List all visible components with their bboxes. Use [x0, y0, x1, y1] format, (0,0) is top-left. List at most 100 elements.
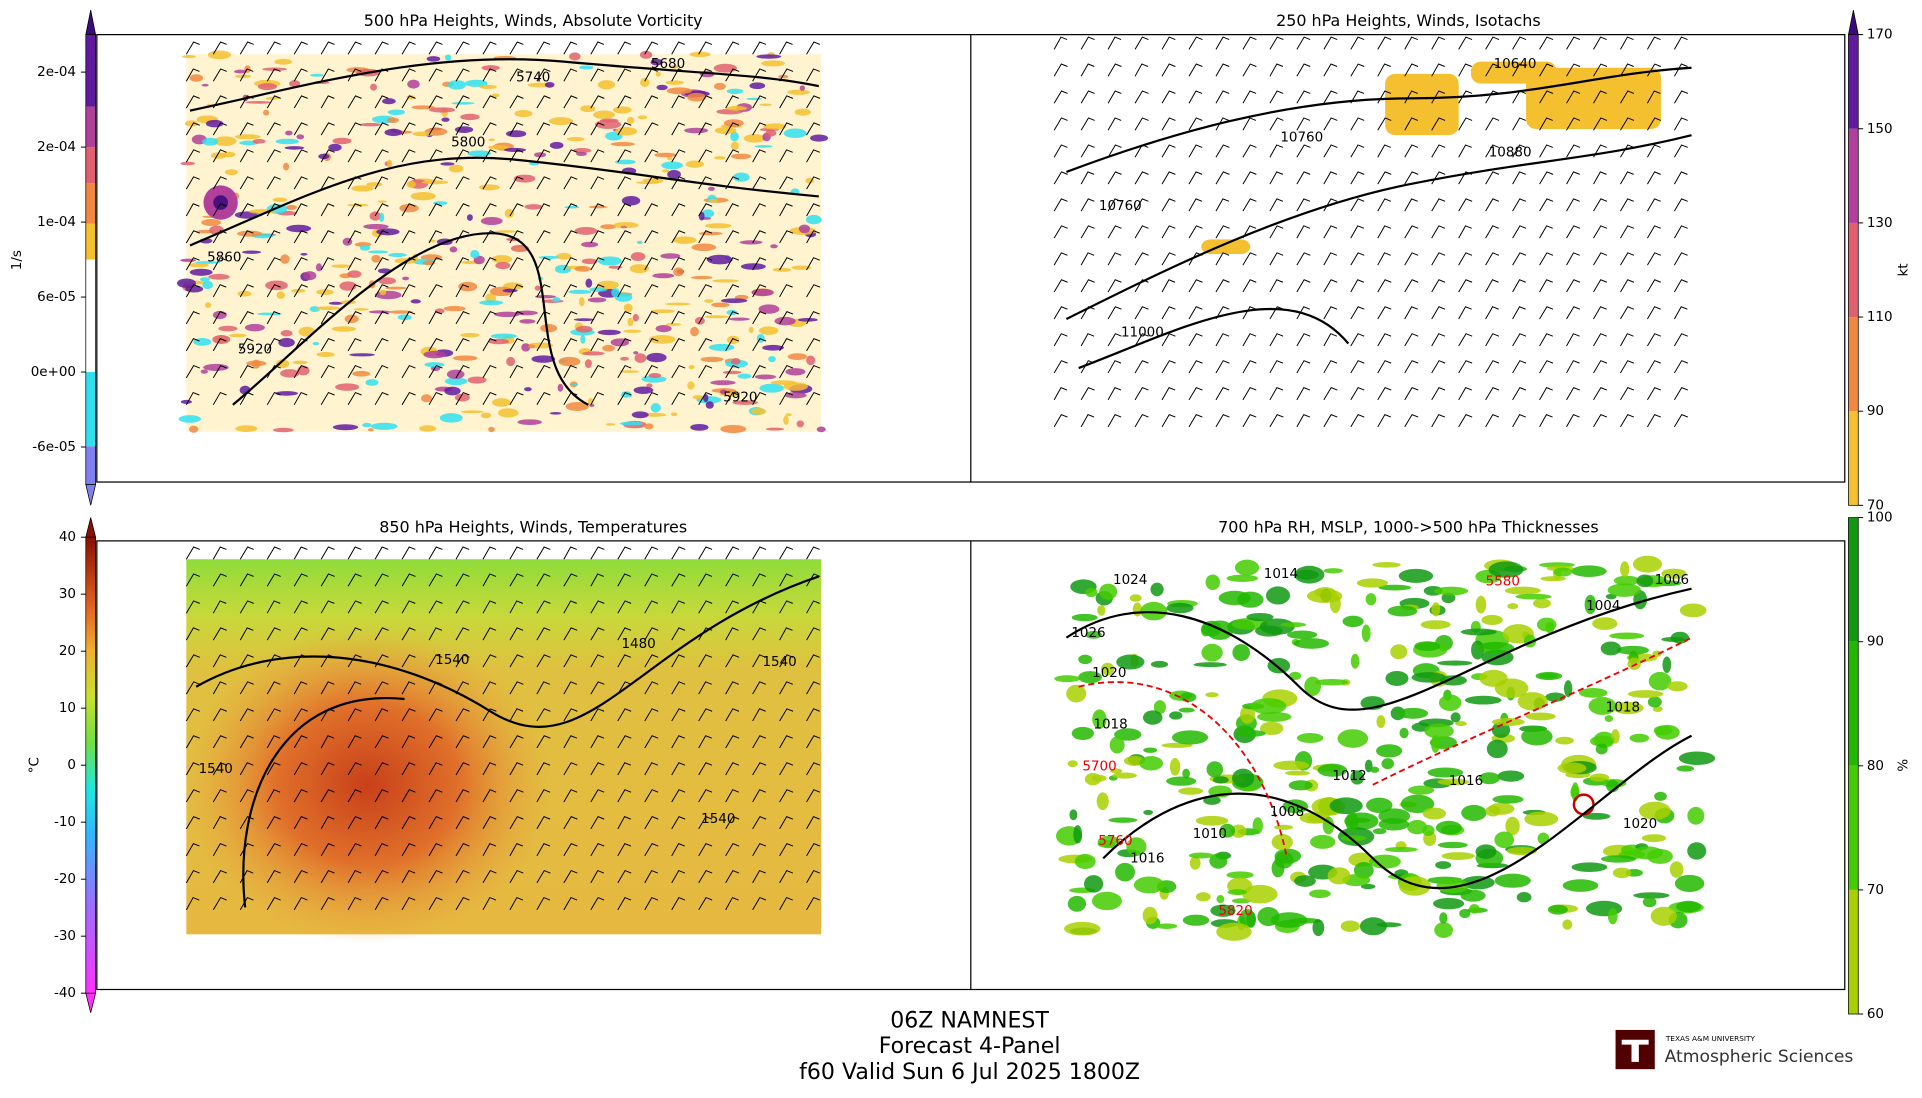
colorbar-band	[85, 147, 96, 184]
wind-barb	[509, 735, 524, 749]
wind-barb	[779, 203, 793, 217]
wind-barb	[536, 681, 550, 695]
wind-barb	[401, 338, 416, 352]
wind-barb	[563, 203, 578, 217]
field-blob	[517, 419, 542, 425]
field-blob	[284, 146, 305, 150]
wind-barb	[698, 149, 713, 163]
wind-barb	[806, 41, 821, 55]
wind-barb	[1377, 252, 1391, 266]
wind-barb	[1053, 279, 1068, 293]
field-blob	[558, 356, 581, 367]
wind-barb	[455, 257, 470, 271]
wind-barb	[1323, 117, 1338, 131]
field-blob	[1562, 879, 1599, 892]
wind-barb	[320, 681, 335, 695]
field-blob	[579, 65, 594, 70]
wind-barb	[644, 284, 659, 298]
wind-barb	[293, 68, 308, 82]
field-blob	[1323, 568, 1343, 574]
wind-barb	[347, 681, 362, 695]
wind-barb	[1566, 225, 1581, 239]
wind-barb	[590, 41, 605, 55]
wind-barb	[347, 68, 362, 82]
wind-barb	[1134, 279, 1149, 293]
field-blob	[1647, 696, 1662, 708]
wind-barb	[1296, 306, 1311, 320]
contour-label: 5920	[723, 389, 757, 405]
wind-barb	[779, 149, 793, 163]
wind-barb	[239, 257, 254, 271]
wind-barb	[590, 708, 605, 722]
wind-barb	[293, 843, 308, 857]
wind-barb	[671, 654, 685, 668]
wind-barb	[806, 654, 820, 668]
field-blob	[1271, 912, 1308, 928]
wind-barb	[617, 654, 632, 668]
wind-barb	[1134, 117, 1149, 131]
field-blob	[370, 83, 377, 91]
field-blob	[1203, 796, 1221, 805]
contour-label: 1024	[1113, 572, 1147, 588]
wind-barb	[1080, 387, 1095, 401]
wind-barb	[293, 627, 308, 641]
wind-barb	[563, 816, 578, 830]
field-blob	[371, 254, 381, 263]
field-blob	[620, 225, 627, 229]
contour-label: 1008	[1270, 804, 1304, 820]
field-blob	[316, 289, 334, 295]
wind-barb	[671, 338, 686, 352]
field-blob	[1126, 837, 1147, 856]
wind-barb	[509, 68, 524, 82]
wind-barb	[1458, 252, 1473, 266]
field-blob	[1265, 586, 1291, 605]
wind-barb	[428, 708, 443, 722]
field-blob	[568, 289, 592, 295]
wind-barb	[1512, 333, 1527, 347]
wind-barb	[698, 176, 712, 190]
wind-barb	[644, 391, 659, 406]
wind-barb	[698, 681, 712, 695]
wind-barb	[1647, 414, 1661, 428]
logo-department: Atmospheric Sciences	[1665, 1047, 1854, 1067]
colorbar-extend	[1848, 10, 1859, 35]
field-blob	[629, 264, 649, 274]
wind-barb	[1107, 333, 1122, 347]
field-blob	[178, 415, 202, 423]
field-blob	[1584, 594, 1597, 615]
wind-barb	[185, 95, 200, 109]
wind-barb	[1323, 387, 1338, 401]
thickness-contour	[1372, 636, 1692, 786]
wind-barb	[428, 627, 443, 641]
field-blob	[519, 319, 536, 324]
wind-barb	[752, 95, 767, 109]
field-blob	[1306, 589, 1343, 603]
wind-barb	[455, 762, 470, 776]
field-blob	[257, 83, 277, 91]
field-blob	[242, 250, 262, 254]
wind-barb	[1350, 360, 1365, 374]
wind-barb	[644, 257, 659, 271]
field-blob	[1478, 772, 1500, 785]
field-blob	[1205, 620, 1234, 640]
contour-label: 1540	[199, 761, 233, 777]
wind-barb	[1458, 198, 1473, 212]
wind-barb	[563, 364, 577, 379]
field-blob	[181, 55, 196, 59]
field-blob	[611, 287, 620, 298]
field-blob	[704, 315, 729, 319]
field-blob	[1171, 730, 1209, 745]
field-blob	[411, 105, 436, 110]
wind-barb	[212, 573, 227, 587]
wind-barb	[401, 681, 416, 695]
field-blob	[1399, 727, 1409, 739]
field-blob	[524, 387, 532, 392]
wind-barb	[239, 546, 254, 560]
wind-barb	[725, 869, 740, 884]
field-blob	[441, 117, 450, 122]
wind-barb	[698, 230, 713, 244]
contour-label: 10760	[1280, 130, 1323, 146]
wind-barb	[779, 338, 793, 352]
field-blob	[1366, 797, 1393, 813]
field-blob	[1461, 804, 1487, 822]
